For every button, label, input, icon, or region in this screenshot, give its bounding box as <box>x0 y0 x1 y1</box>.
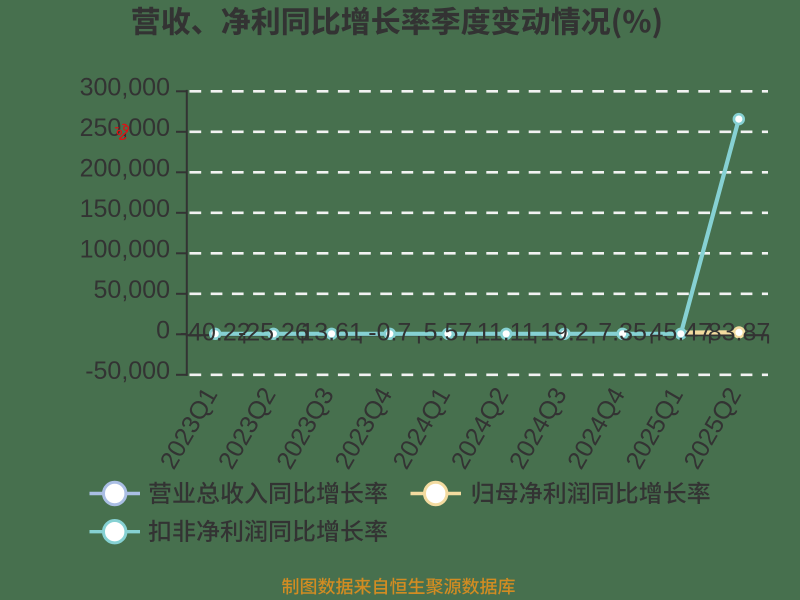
svg-text:100,000: 100,000 <box>80 236 170 264</box>
svg-text:45.47: 45.47 <box>650 318 713 346</box>
svg-text:-0.7: -0.7 <box>368 318 411 346</box>
svg-text:50,000: 50,000 <box>94 276 170 304</box>
svg-text:11.11: 11.11 <box>477 318 536 346</box>
svg-text:7.35: 7.35 <box>598 318 647 346</box>
svg-text:250,000: 250,000 <box>80 114 170 142</box>
svg-text:150,000: 150,000 <box>80 195 170 223</box>
svg-text:300,000: 300,000 <box>80 74 170 102</box>
svg-text:-25.26: -25.26 <box>238 318 309 346</box>
svg-text:-50,000: -50,000 <box>85 357 170 385</box>
svg-text:83.87: 83.87 <box>708 318 771 346</box>
svg-text:0: 0 <box>156 317 170 345</box>
svg-text:19.2: 19.2 <box>540 318 589 346</box>
svg-text:5.57: 5.57 <box>424 318 473 346</box>
svg-text:-40.22: -40.22 <box>180 318 251 346</box>
svg-text:200,000: 200,000 <box>80 155 170 183</box>
svg-text:13.61: 13.61 <box>300 318 363 346</box>
